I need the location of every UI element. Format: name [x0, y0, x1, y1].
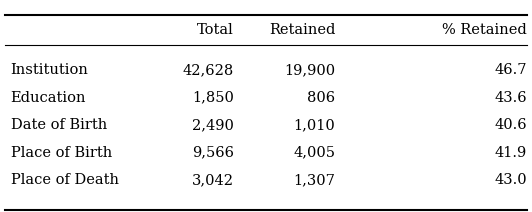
Text: Place of Death: Place of Death [11, 173, 119, 187]
Text: Retained: Retained [269, 23, 335, 37]
Text: Place of Birth: Place of Birth [11, 146, 112, 160]
Text: Date of Birth: Date of Birth [11, 118, 107, 132]
Text: 41.9: 41.9 [494, 146, 527, 160]
Text: 9,566: 9,566 [192, 146, 234, 160]
Text: 19,900: 19,900 [284, 63, 335, 77]
Text: 43.6: 43.6 [494, 91, 527, 105]
Text: Total: Total [197, 23, 234, 37]
Text: 2,490: 2,490 [192, 118, 234, 132]
Text: 3,042: 3,042 [192, 173, 234, 187]
Text: 4,005: 4,005 [293, 146, 335, 160]
Text: 1,307: 1,307 [293, 173, 335, 187]
Text: 42,628: 42,628 [183, 63, 234, 77]
Text: 1,010: 1,010 [294, 118, 335, 132]
Text: 806: 806 [307, 91, 335, 105]
Text: Institution: Institution [11, 63, 88, 77]
Text: Education: Education [11, 91, 86, 105]
Text: 1,850: 1,850 [192, 91, 234, 105]
Text: 46.7: 46.7 [494, 63, 527, 77]
Text: % Retained: % Retained [442, 23, 527, 37]
Text: 40.6: 40.6 [494, 118, 527, 132]
Text: 43.0: 43.0 [494, 173, 527, 187]
